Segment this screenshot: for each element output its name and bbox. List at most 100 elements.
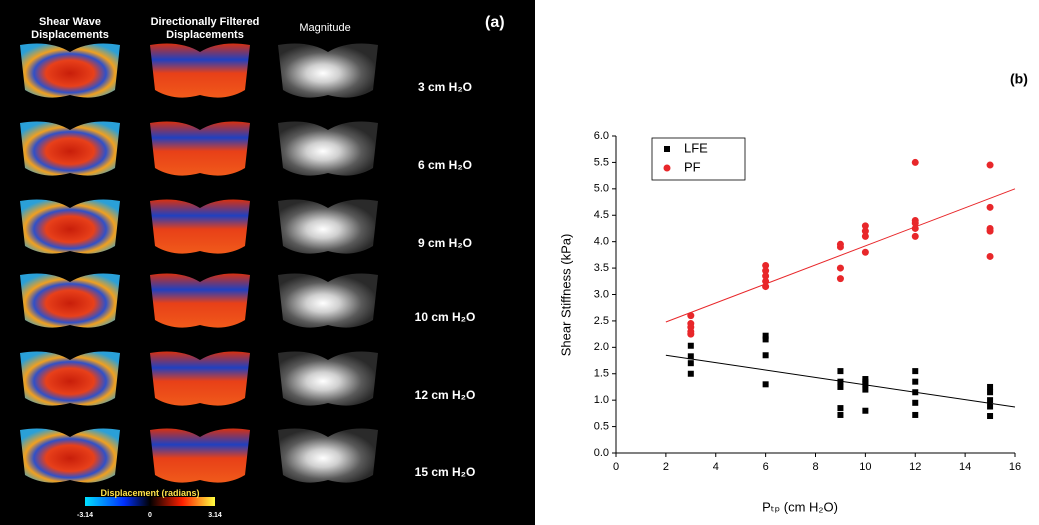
point <box>987 413 994 420</box>
point <box>862 381 869 388</box>
x-tick-label: 12 <box>909 461 921 473</box>
panel-a: -3.14 0 3.14 Shear Wave Displacements Dire… <box>0 0 535 525</box>
row-label: 9 cm H₂O <box>417 236 473 250</box>
colorbar-tick-label: 3.14 <box>208 512 222 519</box>
point <box>912 389 919 396</box>
filtered-image <box>150 273 250 328</box>
row-label: 6 cm H₂O <box>417 158 473 172</box>
point <box>837 368 844 375</box>
y-tick-label: 1.0 <box>594 394 609 406</box>
point <box>687 312 695 320</box>
point <box>762 261 770 269</box>
magnitude-image <box>278 428 378 483</box>
magnitude-image <box>278 351 378 406</box>
point <box>687 353 694 360</box>
point <box>837 405 844 412</box>
colorbar-label: Displacement (radians) <box>100 488 200 498</box>
filtered-image <box>150 351 250 406</box>
point <box>987 403 994 410</box>
y-tick-label: 2.5 <box>594 315 609 327</box>
colorbar-tick-label: 0 <box>148 512 152 519</box>
shear-wave-image <box>20 273 120 328</box>
legend-label: PF <box>684 159 701 174</box>
y-tick-label: 6.0 <box>594 130 609 142</box>
x-tick-label: 14 <box>959 461 971 473</box>
point <box>762 352 769 359</box>
x-tick-label: 8 <box>812 461 818 473</box>
y-tick-label: 4.5 <box>594 209 609 221</box>
point <box>861 227 869 235</box>
point <box>762 381 769 388</box>
shear-wave-image <box>20 199 120 254</box>
x-tick-label: 4 <box>713 461 719 473</box>
point <box>987 389 994 396</box>
magnitude-image <box>278 199 378 254</box>
point <box>911 219 919 227</box>
point <box>687 330 695 338</box>
point <box>837 411 844 418</box>
point <box>986 227 994 235</box>
magnitude-image <box>278 43 378 98</box>
x-tick-label: 2 <box>663 461 669 473</box>
point <box>987 397 994 404</box>
point <box>687 360 694 367</box>
point <box>911 224 919 232</box>
point <box>861 248 869 256</box>
x-axis-label: Pₜₚ (cm H₂O) <box>762 499 838 514</box>
legend-marker <box>663 164 671 172</box>
trend-line <box>665 188 1016 323</box>
point <box>762 332 769 339</box>
column-header: Directionally Filtered Displacements <box>150 16 260 41</box>
y-tick-label: 5.5 <box>594 156 609 168</box>
row-label: 10 cm H₂O <box>414 310 476 324</box>
chart: (b) Pₜₚ (cm H₂O) Shear Stiffness (kPa) 0… <box>558 71 1028 515</box>
point <box>862 386 869 393</box>
y-tick-label: 4.0 <box>594 236 609 248</box>
y-tick-label: 1.5 <box>594 368 609 380</box>
y-tick-label: 0.0 <box>594 447 609 459</box>
legend-label: LFE <box>684 140 708 155</box>
row-label: 3 cm H₂O <box>417 80 473 94</box>
filtered-image <box>150 199 250 254</box>
panel-label: (b) <box>1010 71 1028 87</box>
legend-marker <box>664 146 670 152</box>
legend <box>651 137 746 181</box>
point <box>912 368 919 375</box>
colorbar <box>85 497 215 506</box>
point <box>762 277 770 285</box>
point <box>837 383 844 390</box>
point <box>687 370 694 377</box>
filtered-image <box>150 428 250 483</box>
point <box>912 378 919 385</box>
panel-label: (a) <box>485 14 505 31</box>
y-tick-label: 2.0 <box>594 341 609 353</box>
y-tick-label: 0.5 <box>594 420 609 432</box>
y-tick-label: 3.5 <box>594 262 609 274</box>
point <box>837 378 844 385</box>
shear-wave-image <box>20 43 120 98</box>
panel-a-images: -3.14 0 3.14 <box>20 43 378 519</box>
point <box>861 232 869 240</box>
point <box>762 272 770 280</box>
column-header: Magnitude <box>299 22 351 34</box>
magnitude-image <box>278 273 378 328</box>
point <box>762 336 769 343</box>
row-label: 12 cm H₂O <box>414 388 476 402</box>
shear-wave-image <box>20 121 120 176</box>
x-tick-label: 10 <box>859 461 871 473</box>
point <box>762 267 770 275</box>
x-tick-label: 16 <box>1009 461 1021 473</box>
point <box>836 275 844 283</box>
point <box>911 158 919 166</box>
point <box>912 411 919 418</box>
point <box>987 383 994 390</box>
colorbar-tick-label: -3.14 <box>77 512 93 519</box>
x-tick-label: 0 <box>613 461 619 473</box>
point <box>986 161 994 169</box>
row-label: 15 cm H₂O <box>414 465 476 479</box>
shear-wave-image <box>20 428 120 483</box>
point <box>912 399 919 406</box>
y-axis-label: Shear Stiffness (kPa) <box>558 234 573 357</box>
point <box>986 203 994 211</box>
